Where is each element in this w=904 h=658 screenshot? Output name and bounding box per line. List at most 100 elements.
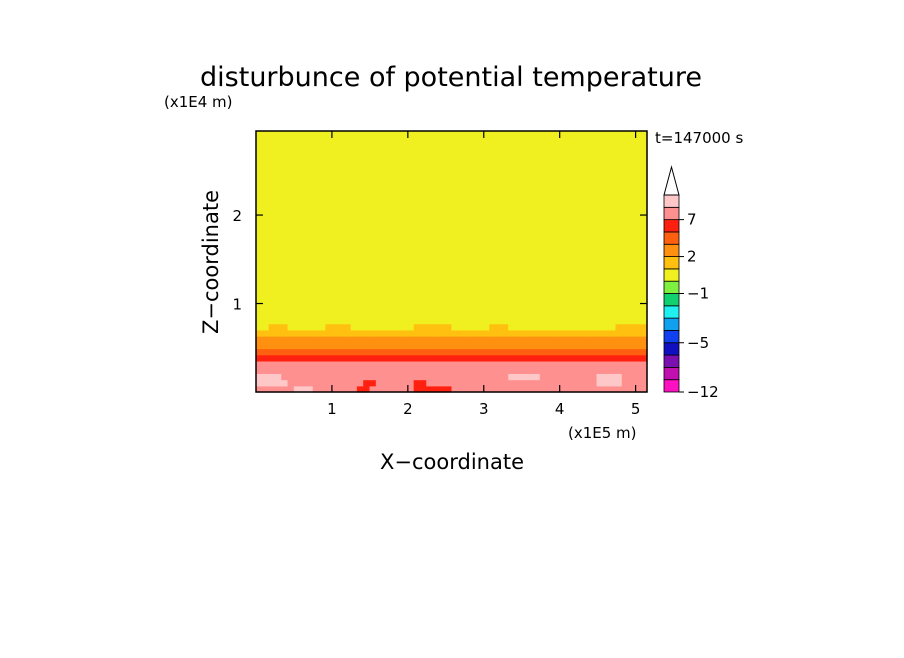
- field-cell: [489, 305, 497, 312]
- field-cell: [369, 224, 377, 232]
- field-cell: [287, 131, 295, 138]
- field-cell: [628, 186, 635, 194]
- field-cell: [565, 168, 572, 176]
- field-cell: [571, 137, 579, 145]
- field-cell: [337, 162, 345, 169]
- field-cell: [312, 342, 320, 350]
- field-cell: [476, 273, 484, 281]
- field-cell: [281, 336, 289, 343]
- field-cell: [590, 249, 598, 256]
- field-cell: [356, 305, 364, 312]
- field-cell: [457, 149, 465, 157]
- field-cell: [520, 385, 528, 393]
- field-cell: [293, 261, 301, 269]
- field-cell: [274, 348, 282, 356]
- field-cell: [590, 193, 598, 200]
- field-cell: [256, 273, 263, 281]
- field-cell: [369, 354, 377, 362]
- field-cell: [577, 174, 585, 182]
- field-cell: [571, 273, 579, 281]
- field-cell: [495, 273, 503, 281]
- field-cell: [281, 162, 289, 169]
- field-cell: [388, 236, 396, 244]
- field-cell: [407, 193, 415, 200]
- field-cell: [401, 224, 408, 232]
- field-cell: [520, 155, 528, 163]
- field-cell: [426, 298, 434, 306]
- field-cell: [356, 329, 364, 337]
- field-cell: [483, 373, 490, 381]
- field-cell: [319, 379, 326, 387]
- field-cell: [552, 373, 560, 381]
- field-cell: [274, 298, 282, 306]
- field-cell: [451, 292, 459, 300]
- field-cell: [451, 329, 459, 337]
- field-cell: [596, 348, 604, 356]
- field-cell: [464, 273, 472, 281]
- field-cell: [501, 305, 509, 312]
- field-cell: [287, 137, 295, 145]
- field-cell: [602, 186, 610, 194]
- field-cell: [634, 174, 642, 182]
- field-cell: [445, 317, 453, 325]
- field-cell: [306, 162, 314, 169]
- field-cell: [495, 286, 503, 294]
- field-cell: [413, 205, 421, 213]
- field-cell: [621, 298, 629, 306]
- field-cell: [577, 168, 585, 176]
- field-cell: [331, 149, 339, 157]
- field-cell: [533, 180, 541, 188]
- field-cell: [609, 323, 617, 331]
- field-cell: [268, 292, 276, 300]
- field-cell: [432, 273, 440, 281]
- field-cell: [394, 329, 402, 337]
- field-cell: [596, 385, 604, 393]
- field-cell: [382, 224, 390, 232]
- field-cell: [438, 373, 446, 381]
- field-cell: [457, 168, 465, 176]
- field-cell: [609, 292, 617, 300]
- field-cell: [445, 186, 453, 194]
- field-cell: [514, 286, 522, 294]
- field-cell: [394, 218, 402, 225]
- field-cell: [287, 168, 295, 176]
- field-cell: [331, 224, 339, 232]
- field-cell: [287, 336, 295, 343]
- field-cell: [533, 385, 541, 393]
- field-cell: [552, 186, 560, 194]
- field-cell: [344, 137, 352, 145]
- field-cell: [546, 143, 554, 151]
- field-cell: [609, 267, 617, 275]
- field-cell: [407, 174, 415, 182]
- field-cell: [495, 329, 503, 337]
- field-cell: [565, 261, 572, 269]
- field-cell: [300, 379, 308, 387]
- field-cell: [388, 131, 396, 138]
- field-cell: [552, 354, 560, 362]
- field-cell: [596, 174, 604, 182]
- field-cell: [407, 186, 415, 194]
- field-cell: [331, 249, 339, 256]
- field-cell: [407, 149, 415, 157]
- field-cell: [426, 155, 434, 163]
- field-cell: [426, 373, 434, 381]
- field-cell: [628, 211, 635, 219]
- field-cell: [274, 379, 282, 387]
- field-cell: [306, 261, 314, 269]
- field-cell: [426, 242, 434, 250]
- field-cell: [363, 137, 371, 145]
- field-cell: [287, 249, 295, 256]
- field-cell: [281, 174, 289, 182]
- field-cell: [337, 255, 345, 263]
- field-cell: [274, 267, 282, 275]
- field-cell: [306, 236, 314, 244]
- field-cell: [401, 317, 408, 325]
- field-cell: [281, 385, 289, 393]
- field-cell: [432, 180, 440, 188]
- field-cell: [514, 305, 522, 312]
- field-cell: [331, 242, 339, 250]
- field-cell: [268, 336, 276, 343]
- field-cell: [514, 292, 522, 300]
- field-cell: [546, 242, 554, 250]
- field-cell: [300, 373, 308, 381]
